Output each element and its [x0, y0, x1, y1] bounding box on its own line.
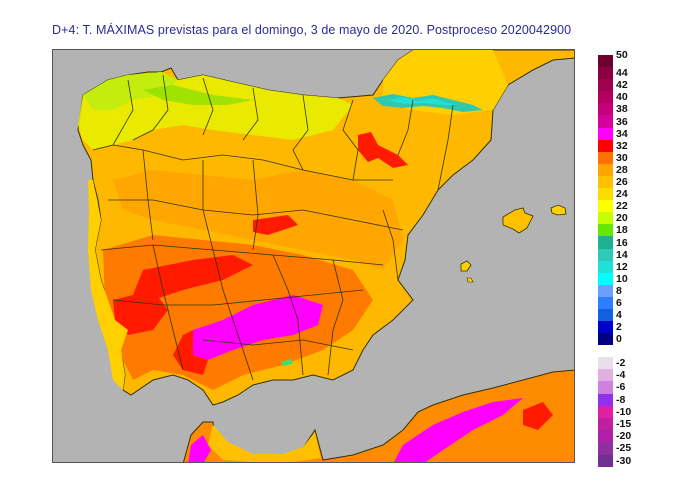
legend-swatch	[598, 296, 613, 309]
legend-swatch	[598, 369, 613, 382]
legend-label: 14	[616, 248, 628, 261]
legend-label: 38	[616, 103, 628, 116]
legend-swatch	[598, 55, 613, 68]
legend-label: -15	[616, 418, 632, 430]
legend-swatch	[598, 248, 613, 261]
legend-label: 12	[616, 260, 628, 273]
menorca	[550, 204, 567, 216]
legend-label: -2	[616, 357, 626, 369]
legend-swatch	[598, 91, 613, 104]
legend-label: 8	[616, 284, 622, 297]
legend-swatch	[598, 442, 613, 455]
legend-swatch	[598, 393, 613, 406]
legend-swatch	[598, 381, 613, 394]
legend-label: -25	[616, 442, 632, 455]
legend-swatch	[598, 103, 613, 116]
legend-label: -8	[616, 393, 626, 406]
legend-swatch	[598, 430, 613, 443]
legend-label: 36	[616, 115, 628, 128]
legend-swatch	[598, 260, 613, 273]
legend-label: -4	[616, 369, 626, 382]
legend-swatch	[598, 357, 613, 370]
legend-label: 30	[616, 151, 628, 164]
legend-swatch	[598, 405, 613, 418]
ibiza	[460, 260, 472, 272]
legend-label: 44	[616, 67, 628, 80]
legend-label: 6	[616, 297, 622, 309]
legend-label: 32	[616, 139, 628, 152]
legend-swatch	[598, 115, 613, 128]
legend-label: 0	[616, 333, 622, 346]
legend-bar-positive	[598, 55, 613, 346]
legend-swatch	[598, 127, 613, 140]
legend-swatch	[598, 139, 613, 152]
legend-label: 4	[616, 309, 622, 322]
legend-label: 50	[616, 49, 628, 61]
legend-swatch	[598, 163, 613, 176]
legend-swatch	[598, 284, 613, 297]
legend-label: 16	[616, 236, 628, 249]
legend-swatch	[598, 224, 613, 237]
legend-label: 24	[616, 188, 628, 201]
legend-label: 22	[616, 200, 628, 213]
map-title: D+4: T. MÁXIMAS previstas para el doming…	[52, 23, 572, 37]
legend-label: 42	[616, 79, 628, 92]
legend-label: 18	[616, 224, 628, 237]
legend-swatch	[598, 151, 613, 164]
legend-label: 26	[616, 176, 628, 188]
legend-swatch	[598, 67, 613, 80]
legend-swatch	[598, 454, 613, 467]
legend-swatch	[598, 272, 613, 285]
legend-swatch	[598, 200, 613, 213]
map-canvas	[77, 50, 574, 462]
legend-swatch	[598, 308, 613, 322]
formentera	[466, 277, 474, 283]
legend-swatch	[598, 188, 613, 201]
legend-swatch	[598, 333, 613, 346]
legend-swatch	[598, 236, 613, 249]
legend-swatch	[598, 212, 613, 225]
legend-label: -20	[616, 430, 632, 443]
legend-bar-negative	[598, 357, 613, 467]
legend-swatch	[598, 321, 613, 334]
legend-swatch	[598, 79, 613, 92]
legend-label: -6	[616, 381, 626, 394]
legend-label: 40	[616, 91, 628, 104]
legend-label: 34	[616, 127, 628, 140]
legend-label: -30	[616, 454, 632, 467]
mallorca	[502, 207, 534, 234]
legend-label: 20	[616, 212, 628, 225]
legend-label: -10	[616, 405, 632, 418]
legend-label: 28	[616, 163, 628, 176]
temperature-map	[52, 49, 575, 463]
legend-swatch	[598, 417, 613, 431]
province-borders	[92, 74, 454, 381]
legend-label: 10	[616, 272, 628, 285]
legend-swatch	[598, 175, 613, 189]
legend-label: 2	[616, 321, 622, 334]
